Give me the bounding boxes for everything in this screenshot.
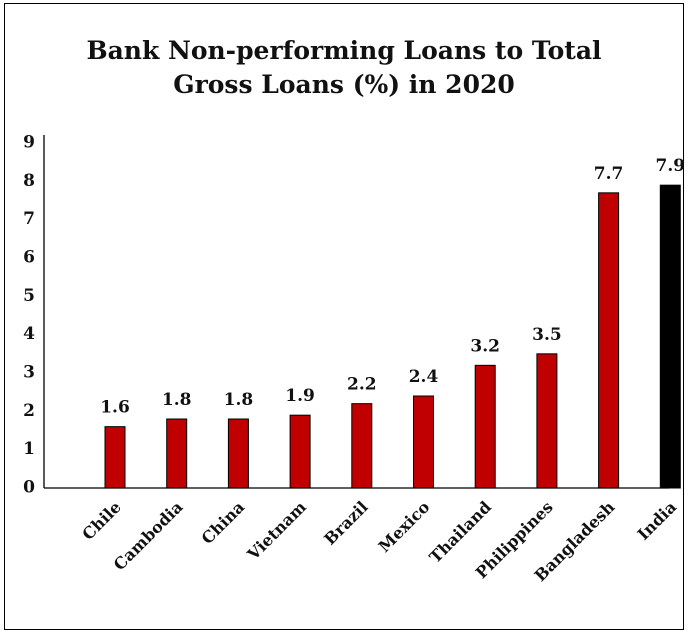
category-label: Vietnam (243, 497, 310, 564)
bar (289, 414, 311, 489)
category-label: China (198, 497, 249, 548)
category-label: Mexico (375, 497, 434, 556)
data-label: 2.2 (347, 375, 377, 395)
y-tick-label: 5 (23, 286, 35, 306)
category-label: India (634, 497, 680, 543)
bar (474, 364, 496, 489)
bar (104, 426, 126, 489)
bar (413, 395, 434, 489)
data-label: 1.6 (100, 398, 130, 418)
y-tick-label: 3 (23, 363, 35, 383)
data-label: 2.4 (409, 367, 439, 387)
data-label: 7.7 (594, 164, 624, 184)
y-tick-label: 0 (23, 478, 35, 498)
data-label: 3.2 (470, 336, 500, 356)
bar (598, 192, 620, 489)
y-axis-ticks: 0 1 2 3 4 5 6 7 8 9 (23, 133, 35, 498)
bar (166, 418, 188, 489)
data-label: 1.9 (285, 386, 315, 406)
bar (536, 353, 558, 489)
y-tick-label: 8 (23, 171, 35, 191)
data-label: 7.9 (656, 156, 685, 176)
category-label: Chile (78, 497, 124, 543)
bar (351, 403, 373, 489)
y-tick-label: 7 (23, 209, 35, 229)
chart-title-line-1: Bank Non-performing Loans to Total (86, 36, 602, 65)
category-label: Brazil (320, 497, 371, 548)
chart-frame: Bank Non-performing Loans to Total Gross… (4, 3, 685, 630)
data-label: 3.5 (532, 325, 562, 345)
chart-title-line-2: Gross Loans (%) in 2020 (173, 70, 515, 99)
y-tick-label: 6 (23, 248, 35, 268)
bar (227, 418, 249, 489)
y-tick-label: 4 (23, 324, 35, 344)
bar (659, 184, 681, 489)
bars (104, 184, 681, 489)
y-tick-label: 2 (23, 401, 35, 421)
bar-chart: 0 1 2 3 4 5 6 7 8 9 1.6 1.8 1.8 1.9 2.2 2.4 3.2 3.5 7.7 7.… (23, 133, 685, 586)
y-tick-label: 9 (23, 133, 35, 153)
data-label: 1.8 (162, 390, 192, 410)
data-labels: 1.6 1.8 1.8 1.9 2.2 2.4 3.2 3.5 7.7 7.9 (100, 156, 685, 418)
data-label: 1.8 (224, 390, 254, 410)
y-tick-label: 1 (23, 439, 35, 459)
chart-title: Bank Non-performing Loans to Total Gross… (5, 34, 683, 102)
